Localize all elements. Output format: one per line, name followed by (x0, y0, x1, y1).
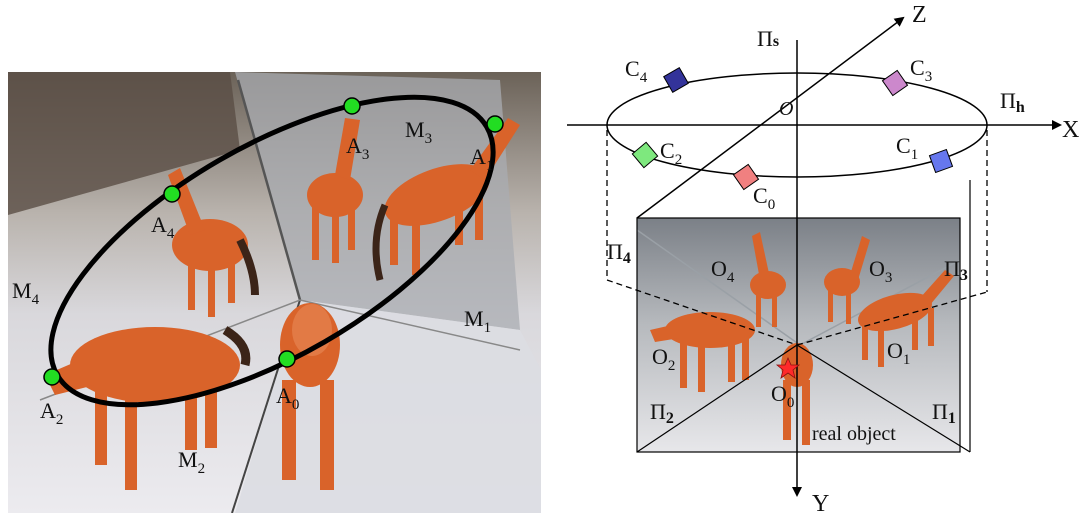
plane-3-bottom-dash (796, 291, 988, 346)
point-a2-marker (43, 368, 61, 386)
camera-c0-icon (732, 163, 760, 191)
label-m2: M2 (178, 447, 205, 477)
camera-c1-icon (928, 148, 954, 174)
real-object-star (775, 356, 801, 379)
camera-label-c4: C4 (625, 56, 648, 86)
camera-c4-icon (663, 67, 689, 93)
camera-c2-icon (631, 141, 659, 169)
point-a4-marker (163, 185, 181, 203)
label-m1: M1 (464, 306, 491, 336)
right-panel: X Y Z O Πs Πh Π1 Π2 Π3 Π4 C0 C1 C2 C3 C4… (567, 2, 1079, 513)
axis-label-x: X (1062, 117, 1079, 143)
label-m4: M4 (12, 278, 40, 308)
object-label-o3: O3 (869, 256, 892, 286)
label-a2: A2 (40, 398, 63, 428)
inset-horse-o4 (750, 232, 786, 327)
camera-c3-icon (881, 69, 909, 97)
point-a3-marker (343, 97, 361, 115)
plane-label-2: Π2 (650, 399, 674, 427)
plane-4-bottom-dash (606, 279, 798, 346)
plane-label-1: Π1 (932, 399, 956, 427)
camera-label-c2: C2 (660, 138, 682, 168)
plane-label-s: Πs (757, 26, 779, 51)
label-a4: A4 (151, 212, 175, 242)
mirror-edge (236, 79, 302, 301)
plane-label-3: Π3 (944, 256, 968, 284)
inset-horse-o1 (858, 270, 954, 367)
camera-label-c0: C0 (753, 183, 775, 213)
object-label-o0: O0 (771, 381, 794, 411)
label-a3: A3 (346, 133, 369, 163)
point-a1-marker (486, 115, 504, 133)
axis-label-z: Z (912, 2, 927, 28)
camera-label-c3: C3 (910, 55, 932, 85)
mirror-pane-back (235, 72, 520, 330)
plane-label-4: Π4 (607, 239, 631, 267)
point-a0-marker (278, 350, 296, 368)
object-label-o2: O2 (652, 344, 675, 374)
object-label-o1: O1 (887, 338, 910, 368)
inset-photo-frame (636, 217, 961, 453)
horse-reflection-3 (307, 118, 363, 263)
plane-2-bottom (636, 344, 798, 453)
label-a1: A1 (470, 144, 493, 174)
z-axis (636, 16, 905, 219)
plane-1-bottom (796, 344, 971, 453)
inset-horse-o2 (650, 312, 755, 392)
object-label-o4: O4 (711, 256, 735, 286)
axis-label-y: Y (812, 491, 829, 513)
label-a0: A0 (276, 383, 299, 413)
real-object-label: real object (812, 423, 896, 445)
plane-label-h: Πh (1000, 88, 1025, 116)
room-shadow (8, 72, 240, 215)
camera-label-c1: C1 (896, 133, 918, 163)
inset-horse-o3 (824, 236, 870, 324)
origin-label: O (779, 98, 793, 120)
horse-reflection-2 (45, 326, 251, 490)
left-panel: A0 A1 A2 A3 A4 M1 M2 M3 M4 (8, 72, 541, 513)
label-m3: M3 (405, 117, 432, 147)
